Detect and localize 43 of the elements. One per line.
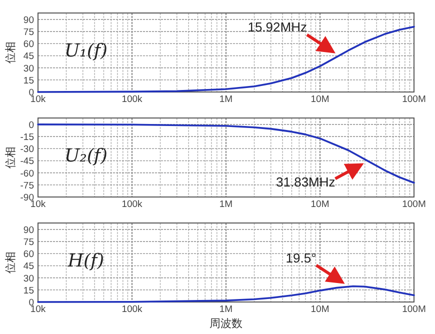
annotation: U₂(f) — [64, 145, 108, 166]
y-tick-label: 75 — [23, 27, 34, 38]
y-axis-title: 位相 — [4, 42, 17, 64]
x-tick-label: 10M — [310, 199, 330, 210]
y-tick-label: 60 — [23, 39, 34, 50]
y-tick-label: 15 — [23, 75, 34, 86]
y-tick-label: -30 — [20, 144, 34, 156]
y-tick-label: -45 — [20, 156, 34, 168]
x-tick-label: 100M — [402, 94, 426, 105]
x-tick-label: 1M — [219, 94, 233, 105]
y-tick-label: 75 — [23, 237, 34, 248]
annotation: 15.92MHz — [248, 20, 307, 35]
x-tick-label: 100k — [122, 94, 143, 105]
x-tick-label: 1M — [219, 304, 233, 315]
y-tick-label: 0 — [28, 120, 34, 131]
y-tick-label: 90 — [23, 224, 34, 236]
x-tick-label: 10k — [30, 304, 46, 315]
annotation: 19.5° — [286, 250, 316, 266]
y-axis-title: 位相 — [4, 252, 17, 274]
annotation: H(f) — [66, 250, 104, 272]
annotation: 31.83MHz — [276, 174, 336, 190]
x-tick-label: 100k — [122, 304, 143, 315]
x-tick-label: 10M — [310, 304, 330, 315]
y-tick-label: 90 — [23, 14, 34, 26]
y-tick-label: -75 — [20, 180, 34, 192]
y-tick-label: 45 — [23, 261, 34, 272]
y-tick-label: 45 — [23, 51, 34, 62]
x-tick-label: 100k — [122, 199, 143, 210]
x-tick-label: 10k — [30, 199, 46, 210]
y-tick-label: -15 — [20, 132, 34, 144]
y-tick-label: 60 — [23, 249, 34, 260]
x-tick-label: 100M — [402, 199, 426, 210]
x-tick-label: 10k — [30, 94, 46, 105]
y-tick-label: 15 — [23, 285, 34, 296]
y-tick-label: -60 — [20, 168, 34, 180]
y-axis-title: 位相 — [4, 146, 17, 168]
x-axis-title: 周波数 — [210, 317, 242, 330]
x-tick-label: 100M — [402, 304, 426, 315]
y-tick-label: 30 — [23, 273, 34, 284]
x-tick-label: 1M — [219, 199, 233, 210]
y-tick-label: 30 — [23, 63, 34, 74]
annotation: U₁(f) — [64, 40, 108, 62]
x-tick-label: 10M — [310, 94, 330, 105]
